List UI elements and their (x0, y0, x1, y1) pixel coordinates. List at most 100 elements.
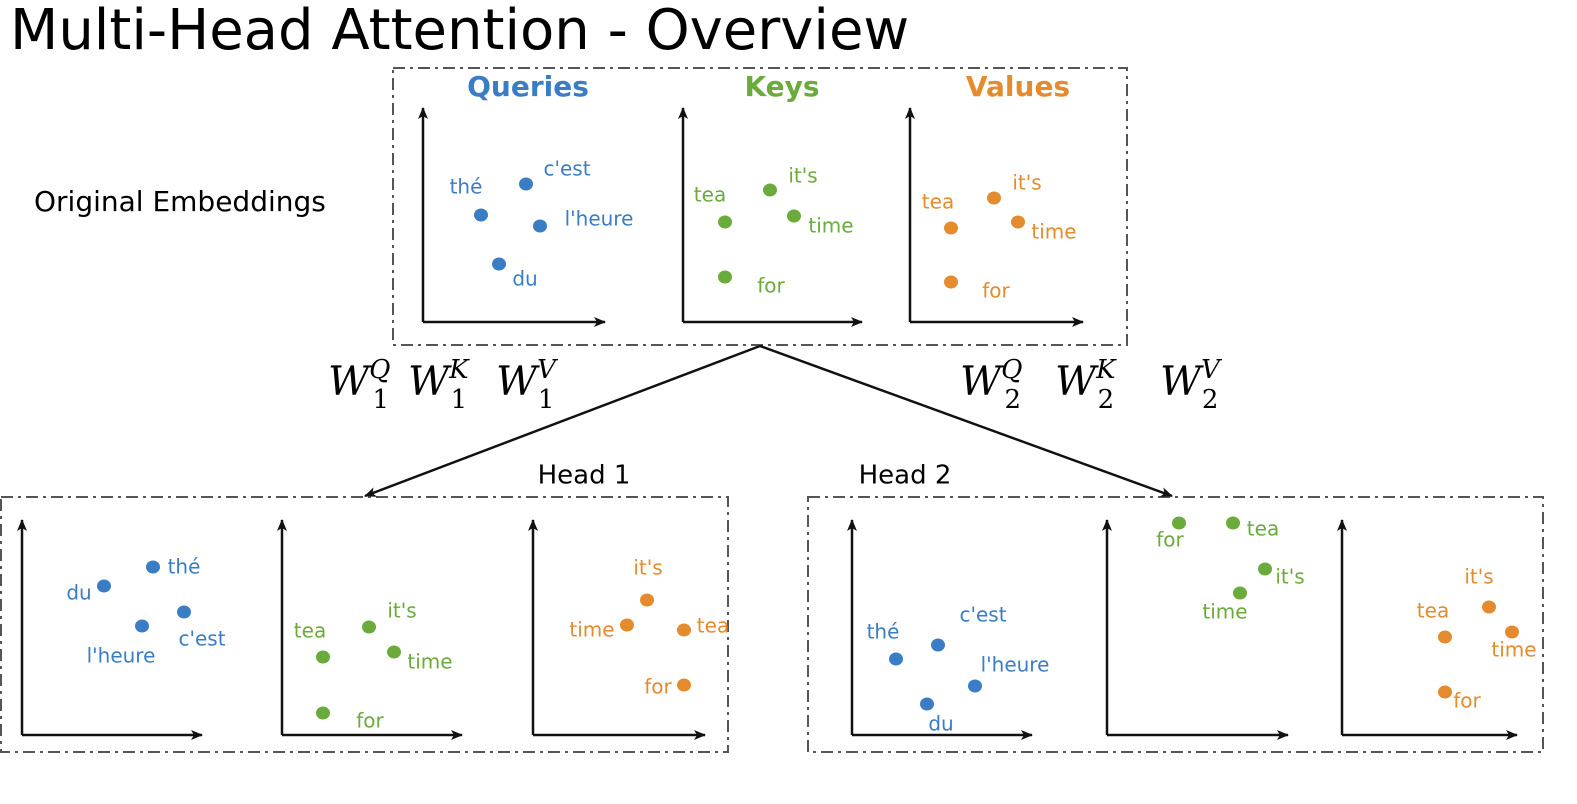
dot (1438, 630, 1452, 644)
word: c'est (959, 603, 1006, 627)
head-label: Head 1 (538, 461, 631, 491)
word: du (66, 581, 91, 605)
dot (135, 619, 149, 633)
dot (677, 678, 691, 692)
panel-title: Values (966, 70, 1070, 103)
word: for (757, 274, 785, 298)
word: du (512, 267, 537, 291)
dot (944, 221, 958, 235)
head-box (0, 496, 729, 753)
weight-sup: K (448, 355, 470, 385)
word: for (982, 279, 1010, 303)
weight-sub: 1 (372, 385, 389, 415)
dot (1505, 625, 1519, 639)
word: for (644, 675, 672, 699)
weight-sub: 1 (538, 385, 555, 415)
weight-sup: V (537, 355, 558, 385)
dot (1226, 516, 1240, 530)
dot (97, 579, 111, 593)
weight-sub: 1 (451, 385, 468, 415)
title: Multi-Head Attention - Overview (10, 0, 909, 63)
weight-base: W (1160, 359, 1204, 405)
dot (177, 605, 191, 619)
weight-base: W (328, 359, 372, 405)
original-box (392, 67, 1128, 346)
word: thé (867, 620, 900, 644)
weight-base: W (1055, 359, 1099, 405)
word: it's (387, 599, 416, 623)
dot (1258, 562, 1272, 576)
dot (1438, 685, 1452, 699)
dot (474, 208, 488, 222)
word: c'est (543, 157, 590, 181)
word: l'heure (981, 653, 1050, 677)
panel-title: Queries (467, 70, 589, 103)
word: time (808, 214, 853, 238)
dot (640, 593, 654, 607)
word: l'heure (87, 644, 156, 668)
weight-sup: Q (1001, 355, 1022, 385)
weight-sub: 2 (1202, 385, 1219, 415)
dot (1233, 586, 1247, 600)
word: tea (922, 190, 954, 214)
word: it's (633, 556, 662, 580)
weight-sup: Q (369, 355, 390, 385)
dot (519, 177, 533, 191)
weight-label: WK 1 (408, 355, 470, 415)
dot (533, 219, 547, 233)
word: time (569, 618, 614, 642)
weight-label: WV 2 (1160, 355, 1222, 415)
word: for (356, 709, 384, 733)
panel-title: Keys (744, 70, 819, 103)
weight-label: WK 2 (1055, 355, 1117, 415)
word: tea (1247, 517, 1279, 541)
weight-sub: 2 (1098, 385, 1115, 415)
word: thé (450, 175, 483, 199)
dot (316, 650, 330, 664)
weight-base: W (408, 359, 452, 405)
word: thé (168, 555, 201, 579)
dot (968, 679, 982, 693)
dot (1011, 215, 1025, 229)
word: tea (1417, 599, 1449, 623)
word: tea (694, 183, 726, 207)
head-box (807, 496, 1544, 753)
dot (1482, 600, 1496, 614)
dot (920, 697, 934, 711)
word: tea (697, 614, 729, 638)
word: tea (294, 619, 326, 643)
dot (620, 618, 634, 632)
word: it's (788, 164, 817, 188)
arrow (364, 344, 761, 498)
dot (146, 560, 160, 574)
dot (492, 257, 506, 271)
word: time (407, 650, 452, 674)
weight-label: WQ 2 (960, 355, 1022, 415)
weight-base: W (496, 359, 540, 405)
dot (1172, 516, 1186, 530)
dot (889, 652, 903, 666)
word: time (1031, 220, 1076, 244)
weight-sup: K (1095, 355, 1117, 385)
weight-sub: 2 (1004, 385, 1021, 415)
word: it's (1275, 565, 1304, 589)
weight-base: W (960, 359, 1004, 405)
weight-sup: V (1201, 355, 1222, 385)
dot (718, 215, 732, 229)
word: time (1202, 600, 1247, 624)
word: l'heure (565, 207, 634, 231)
word: it's (1012, 171, 1041, 195)
original-label: Original Embeddings (34, 185, 326, 218)
head-label: Head 2 (859, 461, 952, 491)
dot (718, 270, 732, 284)
weight-label: WV 1 (496, 355, 558, 415)
word: it's (1464, 565, 1493, 589)
dot (931, 638, 945, 652)
dot (677, 623, 691, 637)
dot (763, 183, 777, 197)
word: for (1156, 528, 1184, 552)
word: c'est (178, 627, 225, 651)
dot (387, 645, 401, 659)
arrow (759, 344, 1173, 498)
